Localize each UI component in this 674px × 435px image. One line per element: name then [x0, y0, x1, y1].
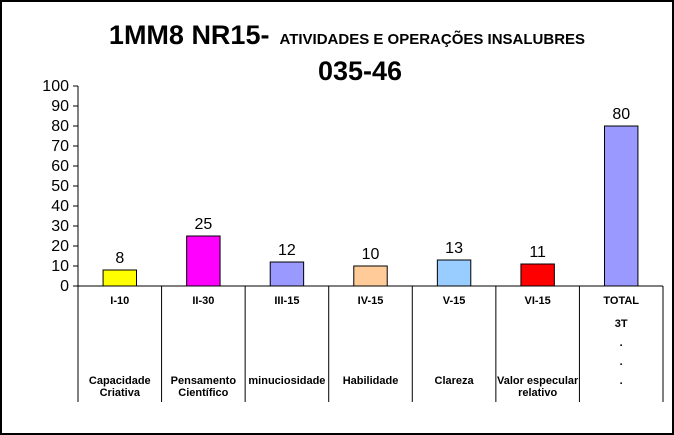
category-code-label: III-15	[274, 295, 299, 307]
category-name-label: Pensamento	[171, 375, 237, 387]
chart-title-main: 1MM8 NR15-	[109, 20, 270, 50]
category-code-label: IV-15	[358, 295, 384, 307]
category-name-label: .	[620, 375, 623, 387]
y-tick-label: 50	[51, 178, 69, 195]
chart-title-suffix: ATIVIDADES E OPERAÇÕES INSALUBRES	[279, 30, 585, 48]
category-name-label: Habilidade	[343, 375, 399, 387]
bar	[353, 265, 388, 287]
bar	[604, 125, 639, 287]
data-label: 10	[362, 246, 380, 263]
y-tick-label: 60	[51, 158, 69, 175]
category-name-label: minuciosidade	[248, 375, 325, 387]
bar	[520, 263, 555, 287]
y-tick-label: 100	[42, 78, 69, 95]
data-label: 8	[115, 250, 124, 267]
bar	[102, 269, 137, 287]
category-code-label: II-30	[192, 295, 214, 307]
category-name-label: Capacidade	[89, 375, 151, 387]
y-tick-label: 90	[51, 98, 69, 115]
category-name-label: 3T	[615, 318, 628, 330]
data-label: 12	[278, 242, 296, 259]
data-label: 11	[529, 244, 546, 261]
bar	[186, 235, 221, 287]
category-name-label: Criativa	[100, 387, 141, 399]
chart-title: 1MM8 NR15- ATIVIDADES E OPERAÇÕES INSALU…	[109, 20, 585, 50]
chart-subtitle: 035-46	[318, 56, 402, 86]
y-tick-label: 30	[51, 218, 69, 235]
bars	[102, 125, 639, 287]
y-tick-label: 10	[51, 258, 69, 275]
category-name-label: Clareza	[435, 375, 475, 387]
y-tick-label: 40	[51, 198, 69, 215]
bar	[436, 259, 472, 287]
category-name-label: .	[620, 356, 623, 368]
category-name-label: relativo	[518, 387, 557, 399]
category-code-label: VI-15	[524, 295, 550, 307]
axes: 0 10 20 30 40 50 60 70 80 90 100	[42, 78, 664, 402]
y-tick-label: 20	[51, 238, 69, 255]
category-name-label: .	[620, 337, 623, 349]
category-name-label: Valor especular	[497, 375, 579, 387]
bar	[269, 261, 305, 287]
category-code-label: TOTAL	[603, 295, 639, 307]
category-name-label: Científico	[178, 387, 228, 399]
y-tick-label: 70	[51, 138, 69, 155]
y-tick-label: 80	[51, 118, 69, 135]
data-label: 25	[194, 216, 212, 233]
category-code-label: V-15	[443, 295, 466, 307]
category-code-label: I-10	[110, 295, 129, 307]
data-label: 80	[612, 106, 630, 123]
y-tick-label: 0	[60, 278, 69, 295]
data-label: 13	[445, 240, 463, 257]
